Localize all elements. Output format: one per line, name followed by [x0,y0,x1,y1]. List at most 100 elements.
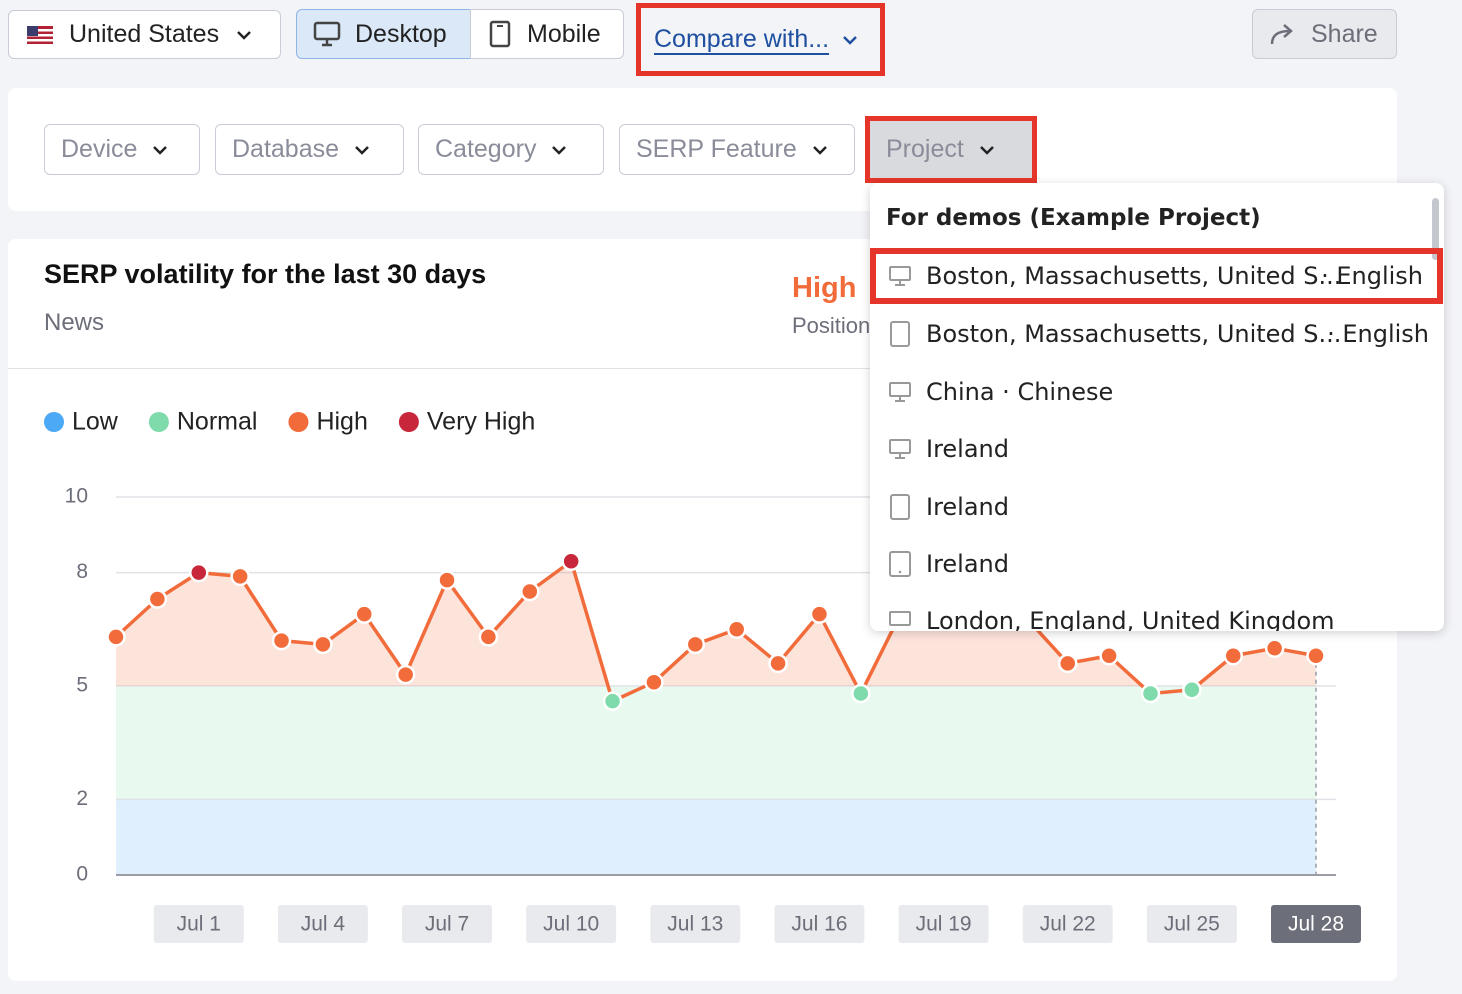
filter-label: Category [435,135,537,163]
dropdown-item[interactable]: China · Chinese [870,364,1443,420]
legend-swatch [288,412,309,432]
dropdown-item[interactable]: London, England, United Kingdom [870,593,1443,631]
item-language: · English [1327,320,1429,348]
filter-label: SERP Feature [636,135,797,163]
x-tick-pill [153,905,244,943]
x-tick-label: Jul 28 [1288,913,1344,936]
item-label: China · Chinese [926,378,1114,406]
flag-icon [27,25,53,44]
point [354,604,375,624]
point [520,581,540,602]
legend-swatch [44,412,64,432]
country-select[interactable]: United States [8,10,281,59]
x-tick-label: Jul 13 [667,913,723,936]
point [602,691,623,711]
desktop-icon [889,611,911,626]
dropdown-item[interactable]: Boston, Massachusetts, United S... · Engl… [870,248,1443,304]
mobile-label: Mobile [527,19,601,48]
chevron [153,145,168,155]
filter[interactable]: Project [865,116,1037,183]
chevron [843,35,857,45]
filter[interactable]: SERP Feature [619,124,855,175]
mobile-icon [489,20,511,48]
chevron [979,145,994,155]
point [561,551,581,572]
chart-subtitle: News [44,309,105,336]
chevron [237,30,251,40]
item-label: Boston, Massachusetts, United S... [926,320,1342,348]
x-tick-label: Jul 10 [543,913,599,936]
item-label: Ireland [926,493,1010,521]
point [685,634,706,655]
x-tick-label: Jul 25 [1164,913,1220,936]
point [230,566,250,587]
legend-label: Very High [427,408,535,436]
legend-swatch [148,412,169,432]
point [644,672,664,692]
desktop-toggle[interactable]: Desktop [296,9,471,59]
filter[interactable]: Device [44,124,200,175]
tablet-icon [889,551,911,577]
x-tick-label: Jul 16 [791,913,847,936]
desktop-icon [313,21,341,47]
country-label: United States [69,20,220,48]
desktop-icon [889,266,911,286]
point [851,683,871,704]
summary-level: High [792,272,857,304]
x-tick-pill [898,905,989,943]
summary-note: Position [792,313,871,338]
x-tick-pill [1146,905,1237,943]
point [809,604,830,624]
point [271,630,292,651]
filter[interactable]: Database [215,124,404,175]
y-tick-label: 0 [76,863,88,886]
level-band [116,799,1316,875]
filter-label: Device [61,135,138,163]
divider [8,368,1397,369]
point [1306,646,1326,666]
x-tick-pill [277,905,368,943]
mobile-icon [890,494,910,520]
level-band [116,686,1316,800]
x-tick-pill [1271,905,1361,943]
filter-label: Project [886,135,964,163]
share-button[interactable]: Share [1252,9,1397,59]
y-tick-label: 8 [76,560,88,583]
chevron [552,145,567,155]
point [437,570,457,590]
legend-swatch [398,412,419,432]
desktop-icon [889,439,911,459]
item-label: Ireland [926,550,1010,578]
point [726,619,747,640]
item-label: Ireland [926,435,1010,463]
x-tick-pill [650,905,741,943]
legend-label: Low [72,408,119,436]
point [1264,638,1285,658]
dropdown-item[interactable]: Ireland [870,421,1443,477]
y-tick-label: 10 [65,485,88,508]
point [189,562,209,583]
x-tick-label: Jul 19 [916,913,972,936]
item-label: London, England, United Kingdom [926,607,1335,631]
x-tick-pill [1022,905,1113,943]
point [1140,683,1161,704]
desktop-label: Desktop [355,19,447,48]
item-label: Boston, Massachusetts, United S... [926,262,1342,290]
compare-select[interactable]: Compare with... [636,3,885,76]
dropdown-item[interactable]: Ireland [870,536,1443,592]
point [147,589,168,609]
point [395,664,416,685]
filter[interactable]: Category [418,124,604,175]
mobile-toggle[interactable]: Mobile [470,9,624,59]
legend-label: Normal [177,408,258,436]
dropdown-item[interactable]: Ireland [870,479,1443,535]
desktop-icon [889,382,911,402]
point [1223,646,1243,666]
point [478,627,499,647]
dropdown-item[interactable]: Boston, Massachusetts, United S... · Engl… [870,306,1443,362]
point [1099,646,1119,666]
legend-label: High [316,408,367,436]
share-label: Share [1311,19,1378,48]
